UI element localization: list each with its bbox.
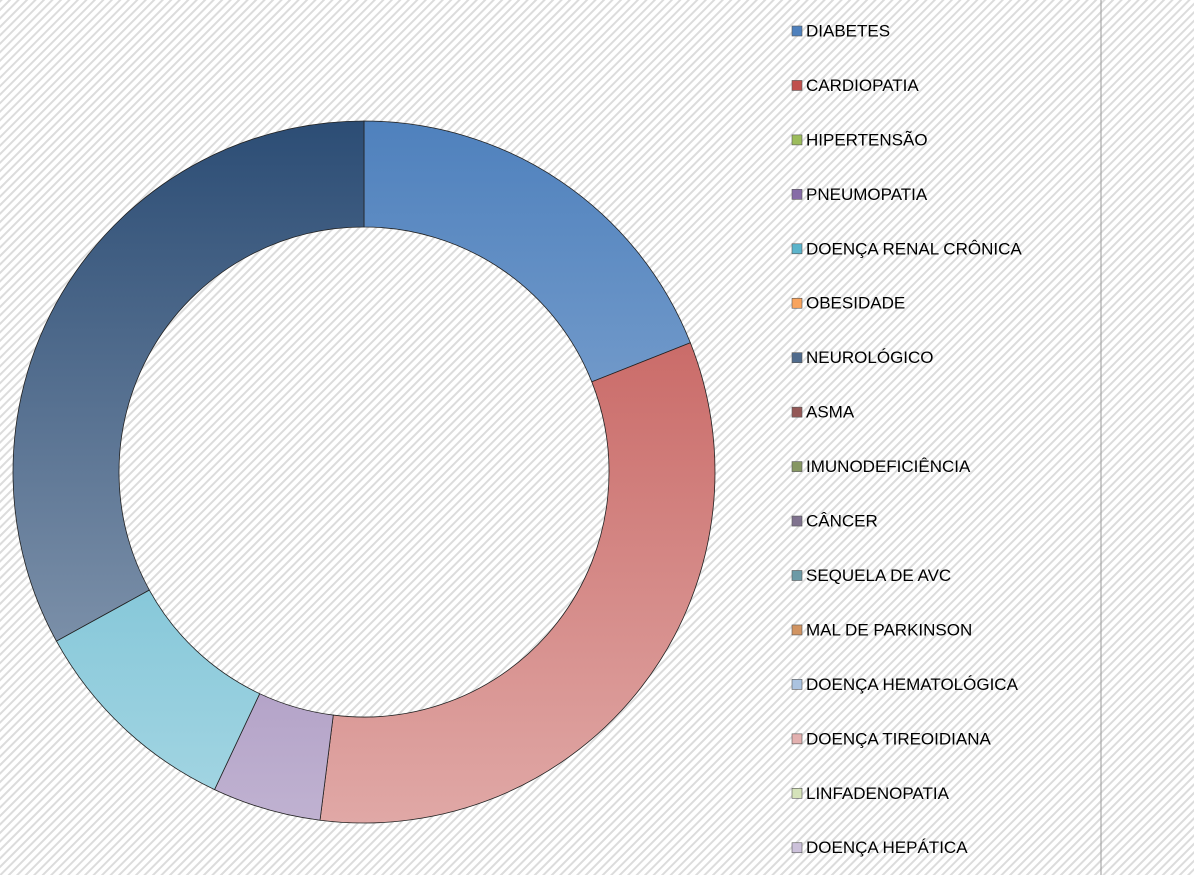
- legend-label: DIABETES: [806, 21, 890, 40]
- legend-label: IMUNODEFICIÊNCIA: [806, 457, 971, 476]
- donut-segment: [12, 120, 365, 642]
- donut-segment: [363, 120, 691, 383]
- legend-item: NEUROLÓGICO: [791, 348, 934, 367]
- legend-item: DIABETES: [791, 21, 890, 40]
- legend-item: OBESIDADE: [791, 294, 905, 313]
- legend-label: ASMA: [806, 403, 855, 422]
- legend-item: SEQUELA DE AVC: [791, 566, 951, 585]
- legend-label: LINFADENOPATIA: [806, 784, 950, 803]
- legend-label: SEQUELA DE AVC: [806, 566, 951, 585]
- legend-label: DOENÇA HEMATOLÓGICA: [806, 675, 1019, 694]
- legend-item: MAL DE PARKINSON: [791, 620, 972, 639]
- legend-swatch: [791, 787, 803, 799]
- legend-swatch: [791, 297, 803, 309]
- legend-label: MAL DE PARKINSON: [806, 620, 972, 639]
- legend-item: DOENÇA TIREOIDIANA: [791, 729, 991, 748]
- legend-swatch: [791, 733, 803, 745]
- legend-swatch: [791, 515, 803, 527]
- legend-label: HIPERTENSÃO: [806, 130, 928, 149]
- legend-swatch: [791, 134, 803, 146]
- legend-label: DOENÇA RENAL CRÔNICA: [806, 239, 1022, 258]
- legend-label: DOENÇA TIREOIDIANA: [806, 729, 991, 748]
- legend-swatch: [791, 243, 803, 255]
- legend-swatch: [791, 842, 803, 854]
- legend-label: PNEUMOPATIA: [806, 185, 928, 204]
- legend-swatch: [791, 406, 803, 418]
- legend-swatch: [791, 679, 803, 690]
- legend-swatch: [791, 189, 803, 200]
- legend-item: LINFADENOPATIA: [791, 784, 950, 803]
- legend-swatch: [791, 352, 803, 364]
- legend-label: NEUROLÓGICO: [806, 348, 934, 367]
- legend-item: CARDIOPATIA: [791, 76, 919, 95]
- donut-segment: [319, 342, 716, 824]
- legend-item: DOENÇA HEPÁTICA: [791, 838, 968, 857]
- legend-item: IMUNODEFICIÊNCIA: [791, 457, 971, 476]
- legend-swatch: [791, 25, 803, 37]
- legend-swatch: [791, 624, 803, 636]
- legend-swatch: [791, 80, 803, 91]
- legend-swatch: [791, 570, 803, 581]
- legend-item: PNEUMOPATIA: [791, 185, 928, 204]
- legend-label: CÂNCER: [806, 512, 878, 531]
- legend-label: OBESIDADE: [806, 294, 905, 313]
- legend-item: HIPERTENSÃO: [791, 130, 928, 149]
- legend-label: CARDIOPATIA: [806, 76, 919, 95]
- legend-item: CÂNCER: [791, 512, 878, 531]
- legend-item: DOENÇA HEMATOLÓGICA: [791, 675, 1019, 694]
- legend-item: ASMA: [791, 403, 855, 422]
- legend-swatch: [791, 461, 803, 472]
- legend-label: DOENÇA HEPÁTICA: [806, 838, 968, 857]
- legend-item: DOENÇA RENAL CRÔNICA: [791, 239, 1022, 258]
